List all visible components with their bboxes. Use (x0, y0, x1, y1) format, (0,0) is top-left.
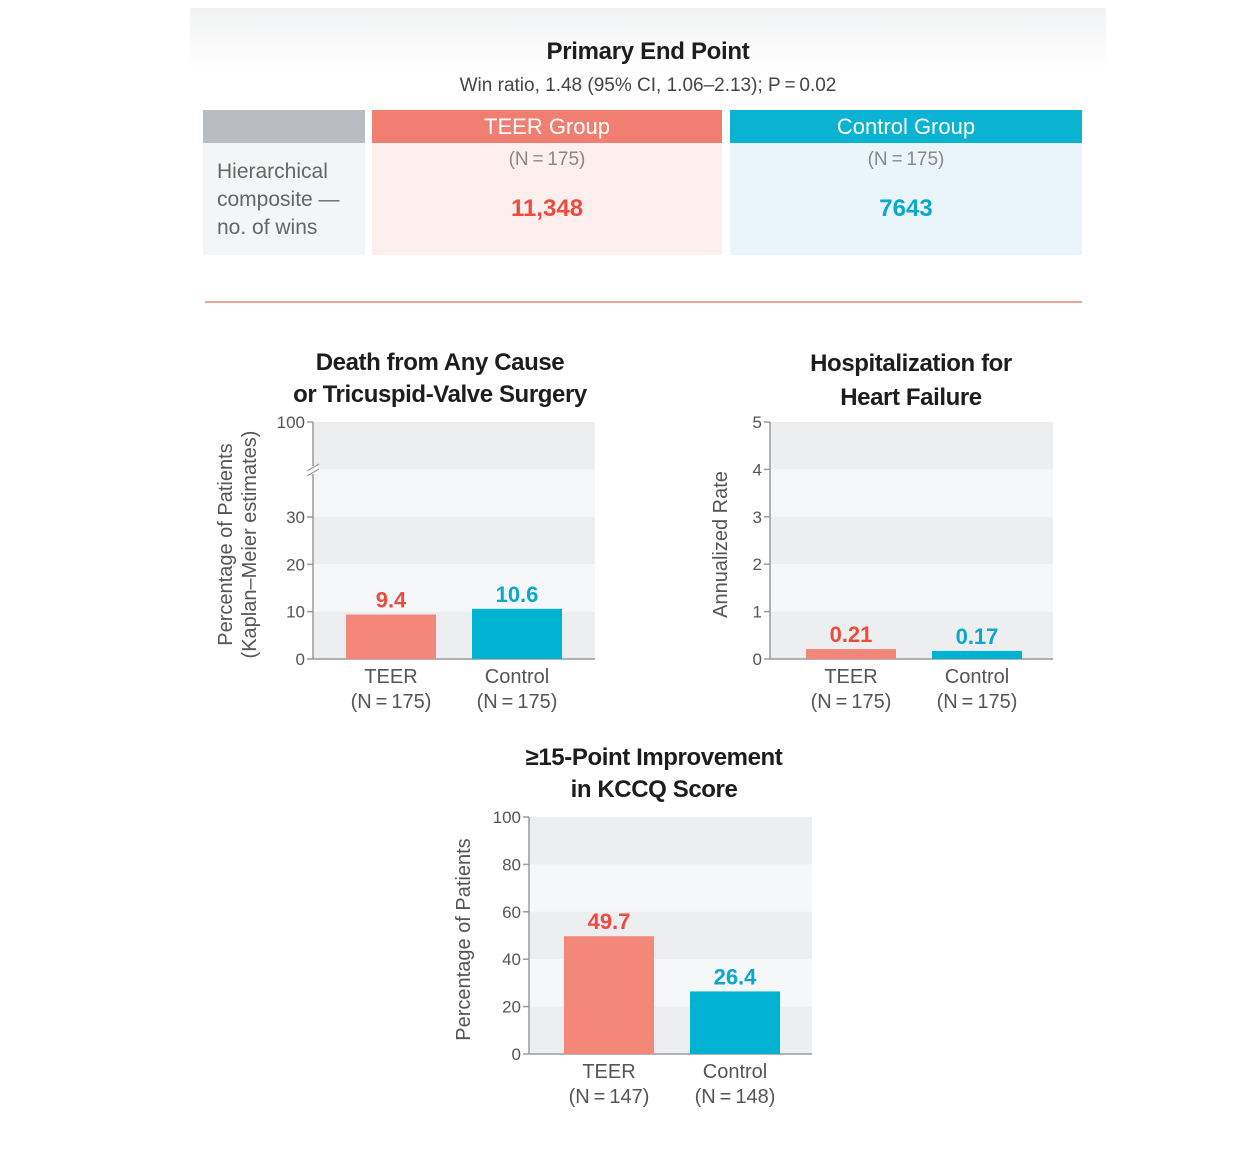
bar-value-label: 0.21 (830, 622, 873, 647)
teer-n-count: (N = 175) (508, 149, 586, 170)
x-category-n: (N = 175) (937, 691, 1018, 713)
section-divider (205, 301, 1082, 303)
y-tick-label: 0 (512, 1045, 521, 1064)
bar-control (932, 650, 1022, 659)
x-category-n: (N = 148) (695, 1086, 776, 1108)
y-tick-label: 60 (502, 903, 521, 922)
primary-end-point-panel: Primary End Point Win ratio, 1.48 (95% C… (190, 8, 1106, 278)
x-category-label: Control (485, 666, 549, 688)
x-category-label: Control (945, 666, 1009, 688)
plot-band (770, 516, 1053, 565)
plot-band (313, 422, 595, 470)
win-ratio-subtitle: Win ratio, 1.48 (95% CI, 1.06–2.13); P =… (459, 75, 837, 96)
y-tick-label: 0 (753, 650, 762, 669)
y-tick-label: 4 (753, 460, 762, 479)
bar-value-label: 49.7 (588, 909, 631, 934)
y-tick-label: 1 (753, 603, 762, 622)
y-axis-label: Annualized Rate (710, 471, 732, 618)
y-tick-label: 20 (502, 998, 521, 1017)
bar-value-label: 9.4 (376, 588, 407, 613)
y-tick-label: 10 (286, 603, 305, 622)
teer-group-header: TEER Group (372, 110, 722, 143)
bar-teer (346, 614, 436, 659)
x-category-n: (N = 175) (811, 691, 892, 713)
axis-break-slash (306, 463, 320, 472)
bar-control (690, 991, 780, 1054)
y-tick-label: 2 (753, 555, 762, 574)
bar-teer (806, 649, 896, 659)
y-tick-label: 5 (753, 413, 762, 432)
plot-band (313, 469, 595, 517)
hierarchical-composite-label: Hierarchical composite — no. of wins (217, 160, 340, 239)
chart-title-line: Hospitalization for (810, 350, 1012, 377)
control-result-cell: (N = 175) 7643 (730, 143, 1082, 255)
x-category-label: TEER (364, 666, 417, 688)
plot-band (529, 817, 812, 865)
axis-break-gap (308, 466, 318, 474)
bar-teer (564, 936, 654, 1054)
chart-3: ≥15-Point Improvement in KCCQ Score Percen… (453, 744, 812, 1108)
chart-2: Hospitalization for Heart Failure Annualiz… (710, 350, 1053, 713)
control-wins-value: 7643 (879, 195, 933, 222)
y-tick-label: 40 (502, 950, 521, 969)
y-tick-label: 100 (493, 808, 521, 827)
x-category-n: (N = 175) (351, 691, 432, 713)
plot-band (313, 564, 595, 612)
chart-title-line: ≥15-Point Improvement (526, 744, 783, 771)
plot-band (770, 469, 1053, 517)
teer-result-cell: (N = 175) 11,348 (372, 143, 722, 255)
chart-title-line: in KCCQ Score (571, 776, 738, 803)
x-category-label: TEER (582, 1061, 635, 1083)
x-category-n: (N = 175) (477, 691, 558, 713)
teer-wins-value: 11,348 (510, 195, 584, 222)
plot-band (313, 516, 595, 565)
plot-band (529, 864, 812, 912)
control-n-count: (N = 175) (867, 149, 945, 170)
plot-band (770, 422, 1053, 470)
y-tick-label: 3 (753, 508, 762, 527)
x-category-label: TEER (824, 666, 877, 688)
bar-value-label: 26.4 (714, 964, 758, 989)
chart-title-line: Death from Any Cause (316, 349, 565, 376)
y-axis-label: Percentage of Patients (453, 838, 475, 1040)
chart-title-line: or Tricuspid-Valve Surgery (293, 381, 588, 408)
x-category-label: Control (703, 1061, 767, 1083)
y-tick-label: 20 (286, 555, 305, 574)
y-axis-label: (Kaplan–Meier estimates) (239, 431, 261, 659)
y-tick-label: 0 (296, 650, 305, 669)
header-blank-cell (203, 110, 365, 143)
y-axis-label: Percentage of Patients (215, 443, 237, 645)
plot-band (770, 564, 1053, 612)
y-tick-label: 100 (277, 413, 305, 432)
bar-value-label: 10.6 (496, 582, 539, 607)
y-tick-label: 80 (502, 855, 521, 874)
y-tick-label: 30 (286, 508, 305, 527)
axis-break-slash (306, 468, 320, 477)
chart-title-line: Heart Failure (840, 384, 982, 411)
control-group-header: Control Group (730, 110, 1082, 143)
bar-value-label: 0.17 (956, 624, 999, 649)
primary-end-point-title: Primary End Point (546, 38, 750, 65)
x-category-n: (N = 147) (569, 1086, 650, 1108)
bar-control (472, 608, 562, 659)
row-label-cell: Hierarchical composite — no. of wins (203, 143, 365, 255)
chart-1: Death from Any Cause or Tricuspid-Valve S… (215, 349, 595, 713)
